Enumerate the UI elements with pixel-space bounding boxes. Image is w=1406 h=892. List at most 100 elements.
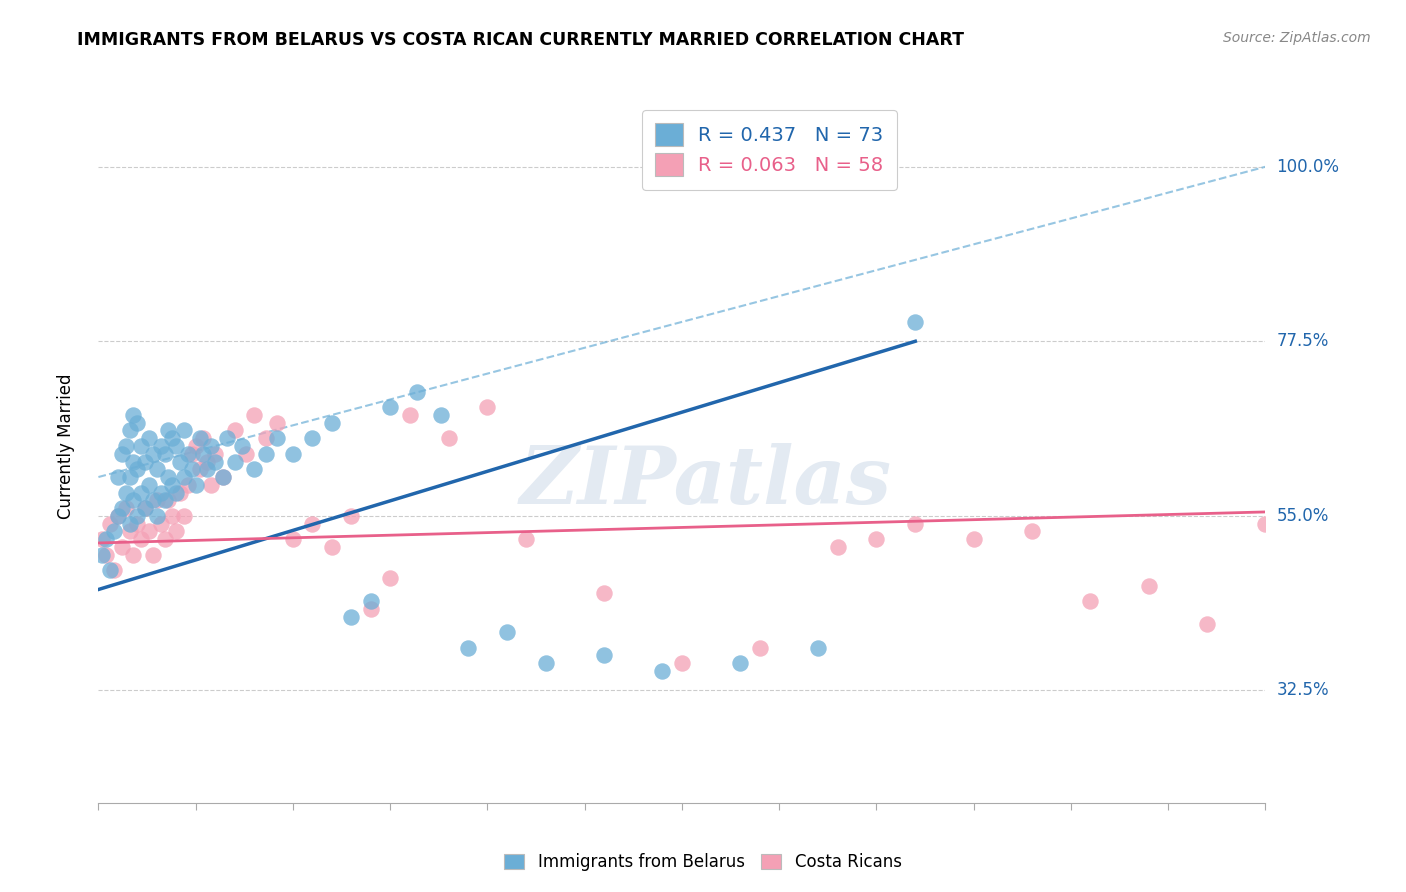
Point (127, 516, 149, 531)
Point (122, 454, 145, 468)
Point (91, 548, 114, 562)
Point (321, 540, 343, 554)
Point (593, 648, 616, 663)
Point (904, 516, 927, 531)
Point (138, 477, 160, 491)
Point (730, 656, 752, 670)
Point (122, 548, 145, 562)
Point (200, 477, 222, 491)
Point (138, 431, 160, 445)
Point (477, 401, 499, 415)
Point (127, 508, 149, 523)
Point (904, 315, 927, 329)
Point (748, 640, 770, 655)
Point (398, 408, 420, 422)
Point (1195, 617, 1218, 632)
Point (165, 439, 187, 453)
Point (142, 447, 165, 461)
Point (180, 447, 202, 461)
Point (195, 462, 218, 476)
Point (671, 656, 693, 670)
Point (118, 524, 141, 539)
Point (153, 447, 176, 461)
Point (103, 524, 125, 539)
Point (962, 532, 984, 546)
Point (177, 447, 200, 461)
Point (534, 656, 557, 670)
Point (495, 625, 517, 640)
Point (593, 586, 616, 600)
Point (184, 439, 207, 453)
Point (378, 571, 402, 585)
Point (114, 501, 136, 516)
Point (162, 431, 184, 445)
Point (224, 454, 246, 468)
Point (235, 447, 257, 461)
Point (98, 563, 121, 577)
Point (204, 447, 226, 461)
Point (138, 524, 160, 539)
Point (1080, 594, 1102, 608)
Point (134, 501, 156, 516)
Legend: R = 0.437   N = 73, R = 0.063   N = 58: R = 0.437 N = 73, R = 0.063 N = 58 (643, 110, 897, 189)
Point (231, 439, 253, 453)
Point (651, 664, 673, 678)
Text: Source: ZipAtlas.com: Source: ZipAtlas.com (1223, 31, 1371, 45)
Point (360, 594, 382, 608)
Point (807, 640, 830, 655)
Point (212, 470, 235, 484)
Point (173, 508, 195, 523)
Point (149, 439, 172, 453)
Point (169, 485, 191, 500)
Point (1254, 516, 1277, 531)
Point (96, 548, 118, 562)
Point (200, 439, 222, 453)
Point (162, 508, 184, 523)
Point (118, 470, 141, 484)
Point (127, 462, 149, 476)
Point (406, 384, 429, 399)
Point (177, 477, 200, 491)
Point (153, 532, 176, 546)
Point (134, 501, 156, 516)
Point (266, 431, 288, 445)
Point (165, 485, 187, 500)
Point (129, 485, 152, 500)
Point (169, 454, 191, 468)
Text: 77.5%: 77.5% (1277, 333, 1329, 351)
Point (91, 532, 114, 546)
Point (254, 447, 277, 461)
Point (157, 424, 180, 438)
Text: 55.0%: 55.0% (1277, 507, 1329, 524)
Text: 32.5%: 32.5% (1277, 681, 1329, 699)
Point (215, 431, 238, 445)
Point (1137, 579, 1160, 593)
Point (142, 493, 165, 508)
Point (114, 485, 136, 500)
Y-axis label: Currently Married: Currently Married (56, 373, 75, 519)
Point (111, 501, 134, 516)
Point (118, 516, 141, 531)
Point (111, 540, 134, 554)
Point (157, 470, 180, 484)
Point (243, 408, 266, 422)
Point (321, 416, 343, 430)
Point (188, 431, 211, 445)
Point (243, 462, 266, 476)
Point (827, 540, 849, 554)
Point (340, 508, 363, 523)
Point (118, 424, 141, 438)
Point (129, 439, 152, 453)
Point (111, 447, 134, 461)
Point (188, 462, 211, 476)
Point (146, 462, 169, 476)
Point (149, 485, 172, 500)
Point (515, 532, 537, 546)
Point (193, 431, 215, 445)
Point (129, 532, 152, 546)
Point (149, 516, 172, 531)
Point (301, 431, 323, 445)
Point (173, 470, 195, 484)
Point (153, 493, 176, 508)
Point (195, 454, 218, 468)
